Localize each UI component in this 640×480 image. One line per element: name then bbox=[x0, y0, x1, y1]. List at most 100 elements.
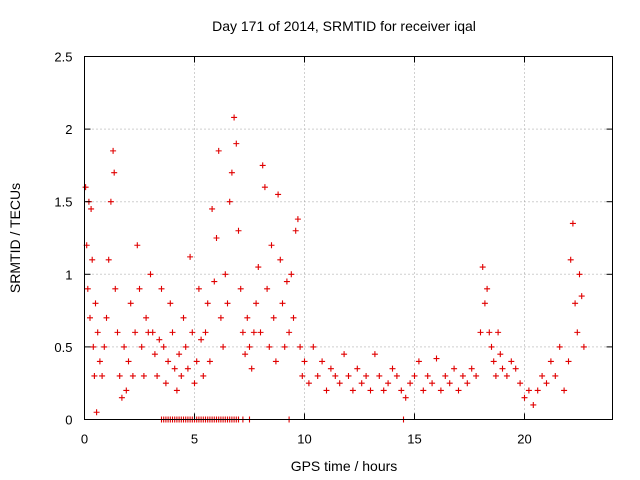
data-point bbox=[246, 343, 253, 350]
x-tick-labels: 0 5 10 15 20 bbox=[81, 432, 532, 447]
data-point bbox=[242, 351, 249, 358]
data-point bbox=[468, 365, 475, 372]
data-point bbox=[88, 205, 95, 212]
data-point bbox=[310, 343, 317, 350]
data-point bbox=[297, 343, 304, 350]
data-point bbox=[176, 351, 183, 358]
data-point bbox=[239, 329, 246, 336]
data-point bbox=[110, 147, 117, 154]
data-point bbox=[574, 329, 581, 336]
data-point bbox=[294, 216, 301, 223]
data-point bbox=[160, 343, 167, 350]
data-point bbox=[89, 256, 96, 263]
data-point bbox=[424, 372, 431, 379]
data-point bbox=[459, 372, 466, 379]
data-point bbox=[264, 285, 271, 292]
data-point bbox=[569, 220, 576, 227]
data-point bbox=[217, 314, 224, 321]
data-point bbox=[389, 365, 396, 372]
data-point bbox=[213, 235, 220, 241]
data-point bbox=[363, 372, 370, 379]
data-point bbox=[255, 264, 262, 271]
data-point bbox=[503, 372, 510, 379]
data-point bbox=[336, 380, 343, 387]
data-point bbox=[103, 314, 110, 321]
data-point bbox=[202, 329, 209, 336]
data-point bbox=[169, 329, 176, 336]
data-point bbox=[283, 278, 290, 285]
data-point bbox=[349, 387, 356, 394]
data-point bbox=[455, 387, 462, 394]
y-tick-label: 0 bbox=[65, 413, 72, 428]
data-point bbox=[99, 372, 106, 379]
data-point bbox=[200, 372, 207, 379]
y-tick-label: 0.5 bbox=[54, 340, 72, 355]
data-point bbox=[539, 372, 546, 379]
data-point bbox=[198, 336, 205, 343]
data-point bbox=[547, 358, 554, 365]
data-point bbox=[231, 114, 238, 121]
data-point bbox=[105, 256, 112, 263]
y-axis-label: SRMTID / TECUs bbox=[7, 183, 23, 293]
data-point bbox=[270, 314, 277, 321]
data-point bbox=[380, 387, 387, 394]
data-point bbox=[290, 314, 297, 321]
data-point bbox=[158, 285, 165, 292]
data-point bbox=[90, 343, 97, 350]
data-point bbox=[473, 372, 480, 379]
data-point bbox=[543, 380, 550, 387]
data-point bbox=[299, 372, 306, 379]
data-point bbox=[288, 271, 295, 278]
grid bbox=[84, 56, 613, 420]
data-point bbox=[129, 372, 136, 379]
data-point bbox=[193, 358, 200, 365]
data-point bbox=[226, 198, 233, 205]
data-point bbox=[206, 358, 213, 365]
data-point bbox=[209, 205, 216, 212]
data-point bbox=[191, 380, 198, 387]
data-point bbox=[486, 329, 493, 336]
data-point bbox=[151, 351, 158, 358]
data-point bbox=[525, 387, 532, 394]
data-point bbox=[275, 191, 282, 198]
data-point bbox=[429, 380, 436, 387]
data-point bbox=[237, 285, 244, 292]
data-point bbox=[215, 147, 222, 154]
data-point bbox=[250, 329, 257, 336]
data-point bbox=[481, 300, 488, 307]
data-points bbox=[82, 114, 587, 423]
data-point bbox=[173, 387, 180, 394]
data-point bbox=[420, 387, 427, 394]
x-tick-label: 20 bbox=[517, 432, 531, 447]
data-point bbox=[305, 380, 312, 387]
data-point bbox=[132, 329, 139, 336]
data-point bbox=[446, 380, 453, 387]
data-point bbox=[180, 314, 187, 321]
data-point bbox=[94, 329, 101, 336]
data-point bbox=[107, 198, 114, 205]
x-tick-label: 0 bbox=[81, 432, 88, 447]
data-point bbox=[121, 343, 128, 350]
data-point bbox=[228, 169, 235, 176]
data-point bbox=[411, 372, 418, 379]
data-point bbox=[576, 271, 583, 278]
data-point bbox=[319, 358, 326, 365]
data-point bbox=[512, 365, 519, 372]
data-point bbox=[499, 365, 506, 372]
data-point bbox=[96, 358, 103, 365]
data-point bbox=[147, 271, 154, 278]
data-point bbox=[488, 343, 495, 350]
data-point bbox=[393, 372, 400, 379]
x-tick-label: 15 bbox=[407, 432, 421, 447]
data-point bbox=[497, 351, 504, 358]
data-point bbox=[477, 329, 484, 336]
axis-ticks bbox=[84, 56, 613, 420]
data-point bbox=[358, 380, 365, 387]
data-point bbox=[376, 372, 383, 379]
data-point bbox=[235, 227, 242, 234]
data-point bbox=[572, 300, 579, 307]
y-tick-label: 1.5 bbox=[54, 195, 72, 210]
data-point bbox=[565, 358, 572, 365]
data-point bbox=[253, 300, 260, 307]
